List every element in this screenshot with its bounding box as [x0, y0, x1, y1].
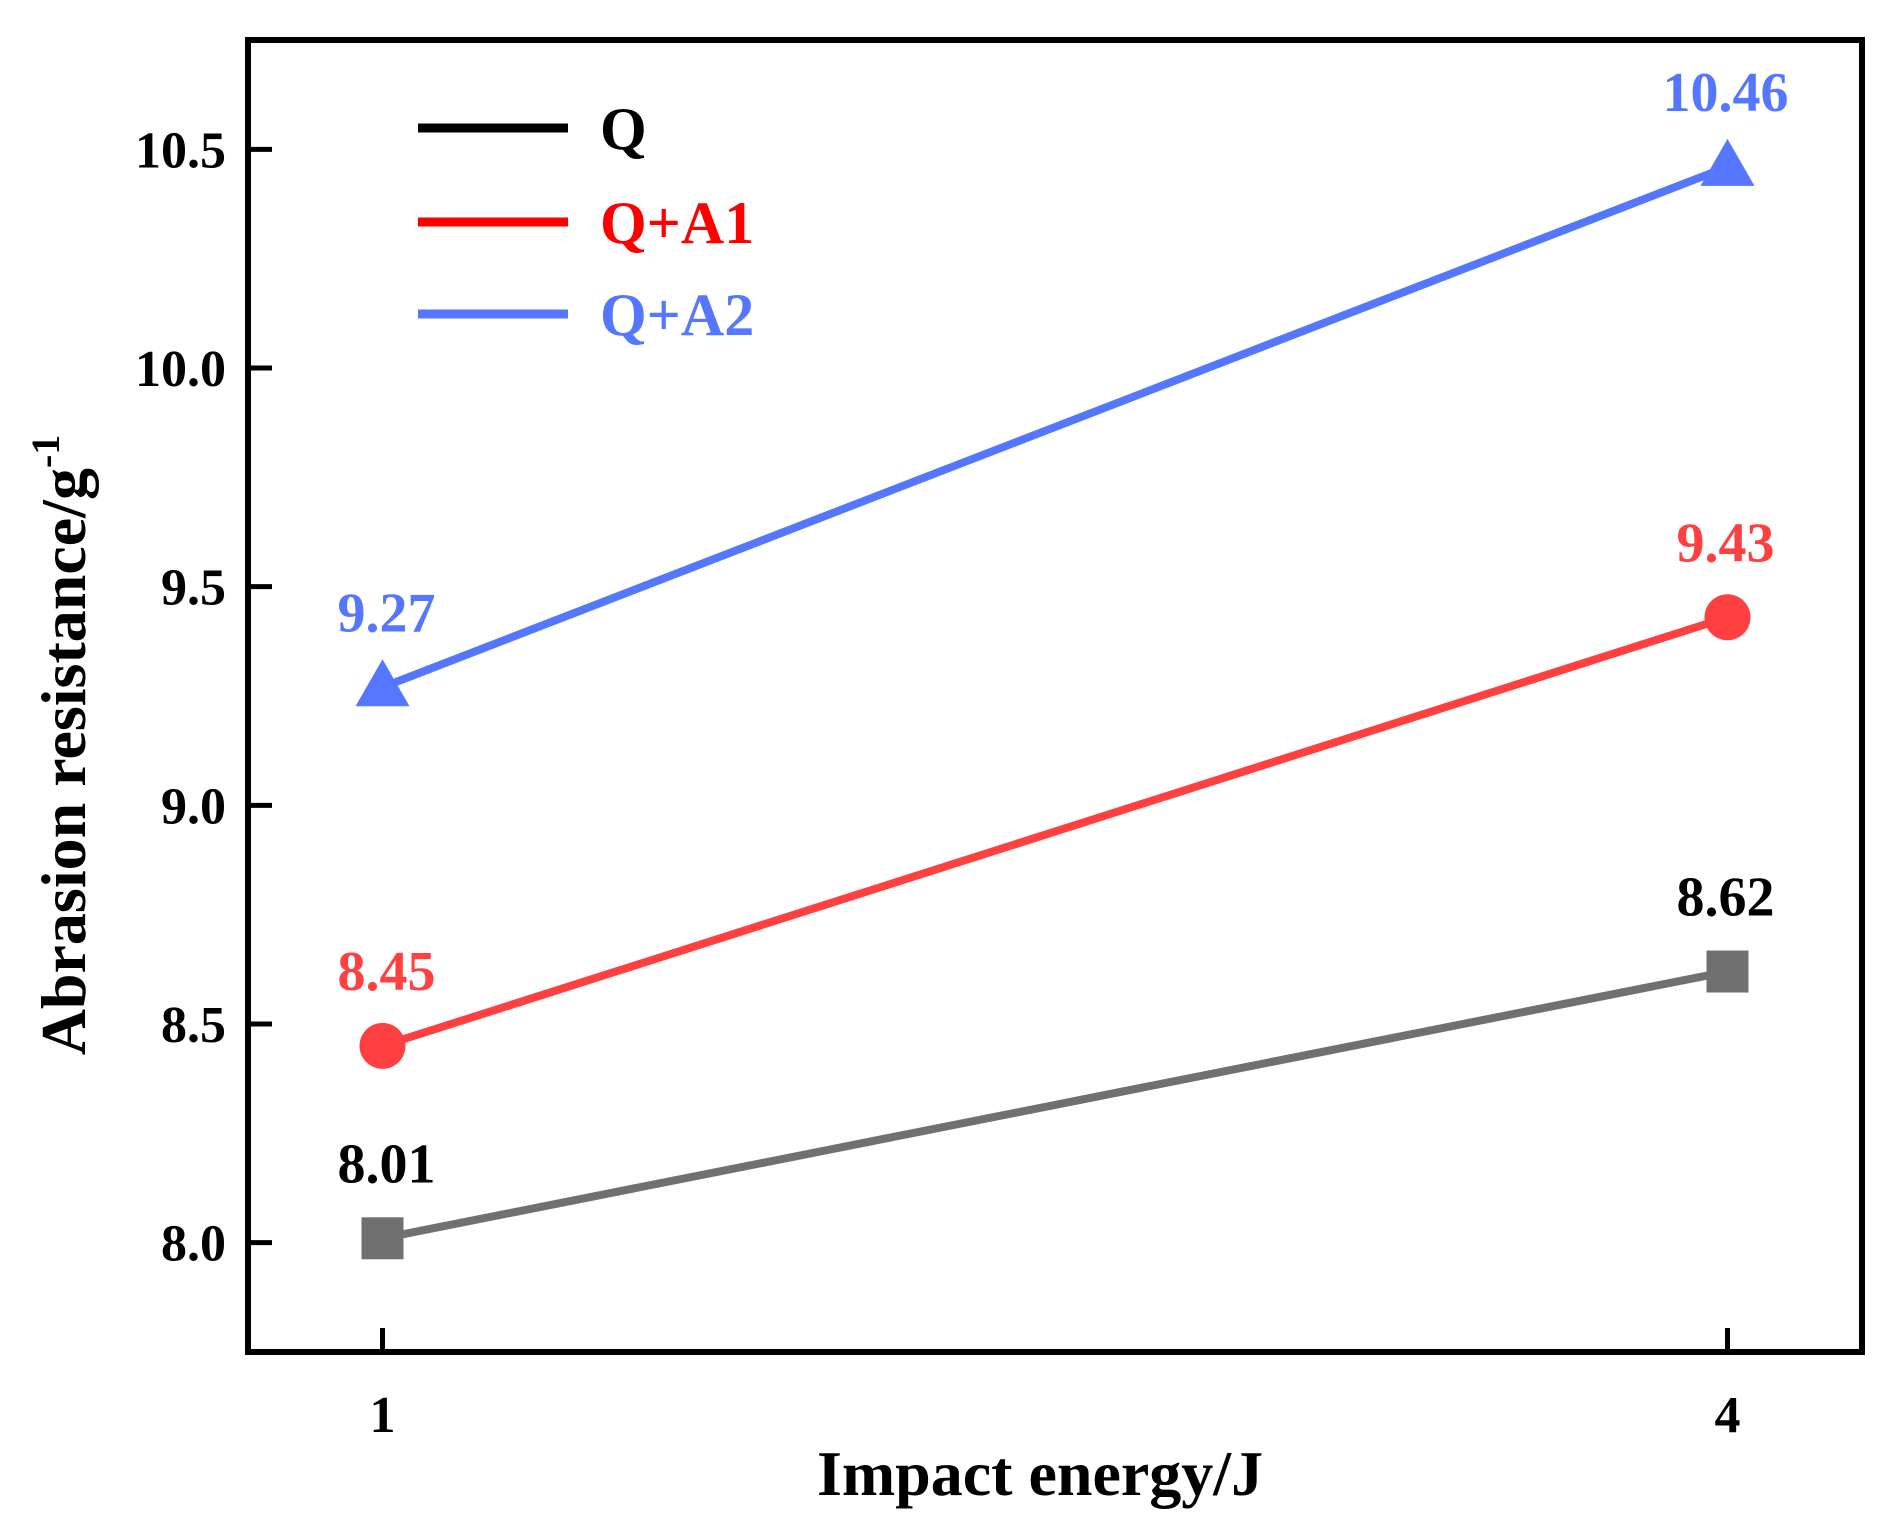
data-point-q-a1 [359, 1022, 406, 1069]
data-label-q-a2: 10.46 [1663, 62, 1789, 124]
data-point-q-a1 [1704, 594, 1751, 641]
data-label-q-a1: 8.45 [338, 941, 436, 1003]
y-tick-label: 8.5 [161, 997, 226, 1054]
data-label-q-a2: 9.27 [338, 582, 436, 644]
x-tick-label: 4 [1715, 1387, 1741, 1444]
y-tick-label: 9.0 [161, 778, 226, 835]
y-axis-title-main: Abrasion resistance/g [28, 468, 99, 1055]
data-label-q: 8.62 [1677, 867, 1775, 929]
x-axis-title: Impact energy/J [817, 1438, 1263, 1509]
data-point-q-a2 [355, 659, 410, 707]
legend-label-q: Q [600, 96, 647, 162]
y-tick-label: 10.5 [135, 122, 226, 179]
y-axis-title: Abrasion resistance/g-1 [23, 435, 99, 1056]
y-axis-title-superscript: -1 [23, 435, 68, 468]
legend-label-q-a1: Q+A1 [600, 190, 754, 256]
plot-frame [245, 37, 1865, 1355]
series-line-q [381, 967, 1729, 1243]
legend-label-q-a2: Q+A2 [600, 282, 754, 348]
data-point-q [1706, 950, 1749, 993]
y-tick-label: 10.0 [135, 341, 226, 398]
data-label-q: 8.01 [338, 1133, 436, 1195]
data-point-q-a2 [1700, 138, 1755, 186]
data-point-q [361, 1217, 404, 1260]
y-tick-label: 9.5 [161, 560, 226, 617]
x-tick-label: 1 [370, 1387, 396, 1444]
data-label-q-a1: 9.43 [1677, 512, 1775, 574]
series-line-q-a1 [381, 613, 1729, 1050]
series-line-q-a2 [381, 163, 1729, 691]
y-tick-label: 8.0 [161, 1216, 226, 1273]
